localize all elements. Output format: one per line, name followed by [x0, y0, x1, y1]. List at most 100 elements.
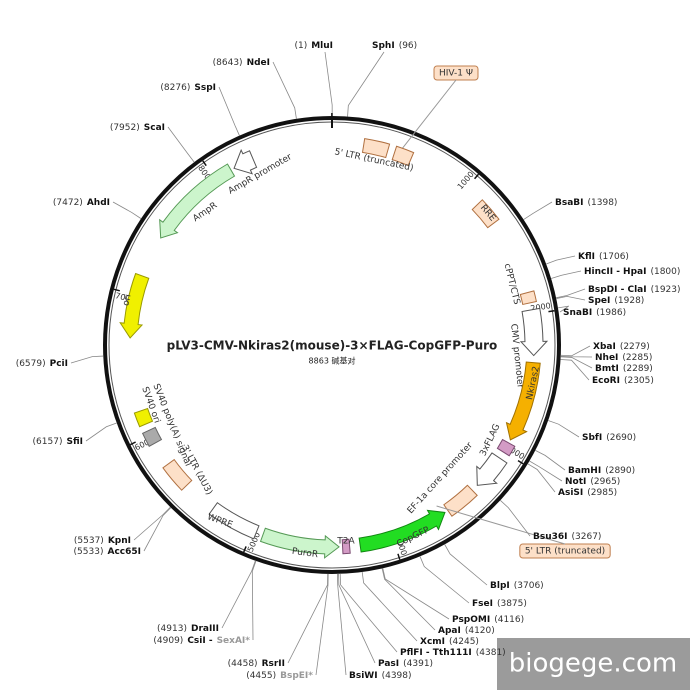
site-nm: BsaBI — [555, 198, 584, 208]
site-line — [339, 573, 398, 653]
site-nm: SspI — [194, 83, 216, 93]
site-line — [337, 573, 347, 676]
feature-label: cPPT/CTS — [502, 263, 522, 306]
site-nm: CsiI - — [187, 636, 213, 646]
tick-mark — [202, 160, 207, 167]
site-pos: (4120) — [465, 626, 495, 636]
site-pos: (2985) — [587, 488, 617, 498]
site-label: NheI (2285) — [595, 353, 652, 363]
site-nm: RsrII — [262, 659, 285, 669]
callout-line — [436, 505, 566, 545]
feature-label: PuroR — [291, 547, 318, 561]
site-label: XbaI (2279) — [593, 342, 650, 352]
site-pos: (1800) — [650, 267, 680, 277]
feature-label: T2A — [336, 537, 355, 547]
site-nm: BmtI — [595, 364, 619, 374]
site-line — [221, 560, 256, 629]
site-label: HincII - HpaI (1800) — [584, 267, 680, 277]
site-pos: (3875) — [497, 599, 527, 609]
tick-label: 2000 — [530, 301, 551, 313]
site-pos: (2305) — [624, 376, 654, 386]
site-nm: BamHI — [568, 466, 601, 476]
tick-label: 1000 — [456, 170, 476, 191]
feature — [496, 438, 516, 457]
site-pos: (4913) — [157, 624, 187, 634]
site-line — [560, 355, 593, 358]
site-pos: (1) — [294, 41, 307, 51]
site-nm: XcmI — [420, 637, 445, 647]
tick-mark — [113, 288, 120, 292]
site-pos: (3267) — [572, 532, 602, 542]
site-nm: ApaI — [438, 626, 461, 636]
feature — [141, 426, 163, 448]
site-line — [500, 500, 531, 537]
site-label: PflFI - Tth111I (4381) — [400, 648, 506, 658]
site-pos: (1398) — [588, 198, 618, 208]
site-line — [324, 51, 333, 117]
feature — [391, 145, 415, 167]
site-pos: (7952) — [110, 123, 140, 133]
site-nm: Bsu36I — [533, 532, 568, 542]
site-nm: NotI — [565, 477, 586, 487]
site-label: FseI (3875) — [472, 599, 527, 609]
feature — [341, 538, 351, 555]
site-line — [548, 420, 580, 438]
feature — [133, 407, 154, 428]
site-pos: (2690) — [606, 433, 636, 443]
site-pos: (4455) — [246, 671, 276, 681]
site-nm: DraIII — [191, 624, 219, 634]
site-label: (8643) NdeI — [213, 58, 270, 68]
feature — [361, 138, 391, 159]
site-line — [546, 255, 576, 265]
site-pos: (2965) — [590, 477, 620, 487]
feature — [519, 307, 549, 357]
site-line — [287, 573, 329, 664]
site-line — [556, 288, 586, 299]
site-nm: SphI — [372, 41, 395, 51]
site-label: BmtI (2289) — [595, 364, 653, 374]
site-label: (8276) SspI — [160, 83, 216, 93]
feature — [358, 509, 446, 553]
site-pos: (8276) — [160, 83, 190, 93]
feature — [119, 272, 150, 339]
feature — [159, 163, 236, 239]
site-nm: XbaI — [593, 342, 616, 352]
site-line — [444, 544, 488, 586]
site-line — [551, 270, 582, 279]
site-pos: (1923) — [651, 285, 681, 295]
site-pos: (8643) — [213, 58, 243, 68]
site-line — [133, 506, 171, 541]
site-nm: FseI — [472, 599, 493, 609]
site-label: BamHI (2890) — [568, 466, 635, 476]
site-line — [272, 61, 297, 119]
tick-mark — [548, 309, 555, 313]
site-label: (6579) PciI — [16, 359, 68, 369]
site-pos: (4458) — [228, 659, 258, 669]
site-label: XcmI (4245) — [420, 637, 479, 647]
site-pos: (5537) — [74, 536, 104, 546]
site-pos: (3706) — [514, 581, 544, 591]
site-label: BsaBI (1398) — [555, 198, 617, 208]
site-label: NotI (2965) — [565, 477, 620, 487]
site-line — [527, 463, 556, 493]
tick-mark — [397, 553, 401, 560]
site-pos: (7472) — [53, 198, 83, 208]
site-nm: SfiI — [66, 437, 83, 447]
site-label: ApaI (4120) — [438, 626, 495, 636]
tick-mark — [243, 546, 247, 553]
subtitle: 8863 碱基对 — [309, 356, 356, 366]
site-label: (4913) DraIII — [157, 624, 219, 634]
site-pos: (2890) — [605, 466, 635, 476]
site-nm: PflFI - Tth111I — [400, 648, 472, 658]
site-pos: (6579) — [16, 359, 46, 369]
site-label: EcoRI (2305) — [592, 376, 654, 386]
site-pos: (1986) — [596, 308, 626, 318]
site-pos: (1928) — [614, 296, 644, 306]
site-label: PasI (4391) — [378, 659, 433, 669]
site-pos: (5533) — [74, 547, 104, 557]
site-line — [556, 295, 586, 301]
site-line — [347, 51, 385, 117]
site-nm: KpnI — [108, 536, 131, 546]
tick-mark — [474, 173, 480, 180]
